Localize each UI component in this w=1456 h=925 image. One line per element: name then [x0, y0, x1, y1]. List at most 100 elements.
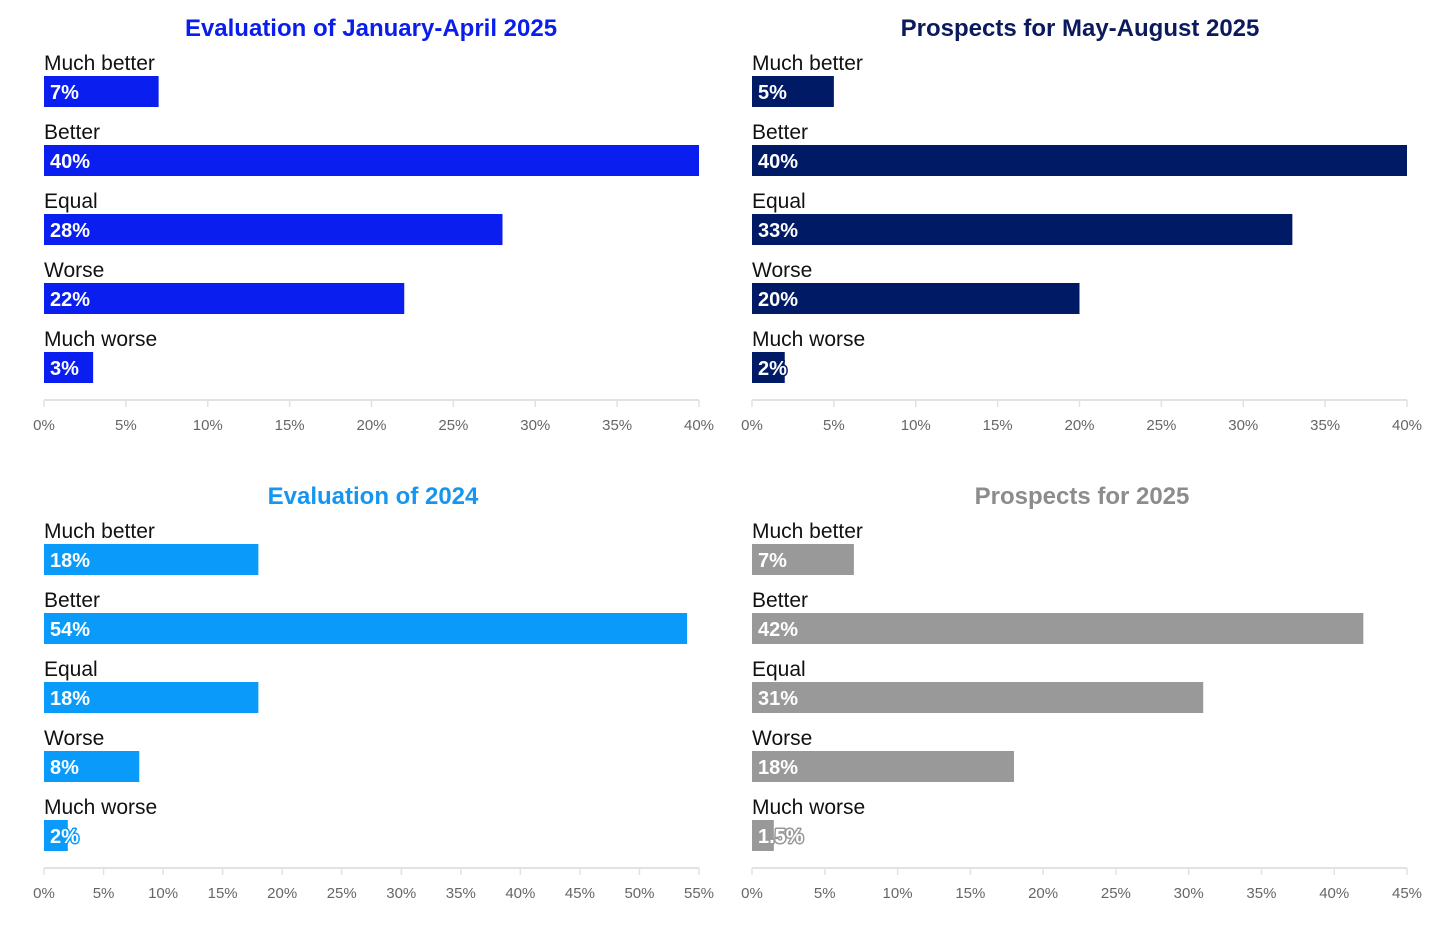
- chart-title: Prospects for May-August 2025: [901, 15, 1260, 42]
- value-label-worse: 18%: [758, 757, 798, 779]
- x-tick-label: 40%: [1319, 885, 1349, 902]
- category-label-much-better: Much better: [752, 520, 863, 543]
- category-label-worse: Worse: [752, 259, 812, 282]
- bar-worse: [752, 283, 1080, 314]
- value-label-better: 40%: [758, 151, 798, 173]
- value-label-equal: 31%: [758, 688, 798, 710]
- chart-title: Prospects for 2025: [975, 483, 1190, 510]
- value-label-worse: 8%: [50, 757, 79, 779]
- x-tick-label: 10%: [148, 885, 178, 902]
- category-label-much-better: Much better: [44, 52, 155, 75]
- bar-worse: [752, 751, 1014, 782]
- value-label-much-better: 7%: [50, 82, 79, 104]
- value-label-better: 40%: [50, 151, 90, 173]
- x-tick-label: 30%: [1174, 885, 1204, 902]
- x-tick-label: 20%: [1028, 885, 1058, 902]
- x-tick-label: 10%: [193, 417, 223, 434]
- x-tick-label: 10%: [883, 885, 913, 902]
- x-tick-label: 5%: [823, 417, 845, 434]
- x-tick-label: 5%: [93, 885, 115, 902]
- value-label-better: 54%: [50, 619, 90, 641]
- category-label-equal: Equal: [44, 190, 98, 213]
- category-label-much-worse: Much worse: [44, 328, 157, 351]
- x-tick-label: 25%: [438, 417, 468, 434]
- x-tick-label: 5%: [115, 417, 137, 434]
- x-tick-label: 40%: [1392, 417, 1422, 434]
- value-label-equal: 33%: [758, 220, 798, 242]
- category-label-equal: Equal: [752, 658, 806, 681]
- category-label-equal: Equal: [752, 190, 806, 213]
- x-tick-label: 15%: [955, 885, 985, 902]
- x-tick-label: 45%: [565, 885, 595, 902]
- category-label-much-worse: Much worse: [752, 796, 865, 819]
- x-tick-label: 30%: [1228, 417, 1258, 434]
- category-label-better: Better: [752, 121, 808, 144]
- value-label-much-better: 18%: [50, 550, 90, 572]
- bar-worse: [44, 283, 405, 314]
- x-tick-label: 10%: [901, 417, 931, 434]
- x-tick-label: 0%: [33, 417, 55, 434]
- bar-equal: [44, 214, 503, 245]
- bar-equal: [44, 682, 259, 713]
- x-tick-label: 0%: [33, 885, 55, 902]
- x-tick-label: 15%: [275, 417, 305, 434]
- x-tick-label: 20%: [267, 885, 297, 902]
- chart-evaluation-jan-apr-2025: Evaluation of January-April 2025 Much bet…: [33, 15, 714, 434]
- bar-much-worse: [44, 820, 68, 851]
- category-label-worse: Worse: [44, 259, 104, 282]
- value-label-worse: 20%: [758, 289, 798, 311]
- bar-worse: [44, 751, 140, 782]
- chart-evaluation-2024: Evaluation of 2024 Much better 18% Better 54…: [33, 483, 714, 902]
- bar-much-better: [752, 544, 854, 575]
- bar-much-worse: [752, 820, 774, 851]
- category-label-much-better: Much better: [44, 520, 155, 543]
- bar-much-worse: [44, 352, 94, 383]
- x-tick-label: 20%: [1064, 417, 1094, 434]
- chart-prospects-2025: Prospects for 2025 Much better 7% Better 42%…: [741, 483, 1422, 902]
- x-tick-label: 0%: [741, 417, 763, 434]
- chart-prospects-may-aug-2025: Prospects for May-August 2025 Much better…: [741, 15, 1422, 434]
- x-tick-label: 50%: [624, 885, 654, 902]
- category-label-much-worse: Much worse: [44, 796, 157, 819]
- category-label-better: Better: [44, 121, 100, 144]
- bar-better: [44, 613, 688, 644]
- category-label-better: Better: [752, 589, 808, 612]
- x-tick-label: 35%: [602, 417, 632, 434]
- category-label-worse: Worse: [44, 727, 104, 750]
- x-tick-label: 40%: [505, 885, 535, 902]
- x-tick-label: 25%: [1146, 417, 1176, 434]
- bar-much-better: [44, 544, 259, 575]
- x-tick-label: 30%: [386, 885, 416, 902]
- value-label-equal: 18%: [50, 688, 90, 710]
- x-tick-label: 0%: [741, 885, 763, 902]
- x-tick-label: 30%: [520, 417, 550, 434]
- x-tick-label: 45%: [1392, 885, 1422, 902]
- bar-better: [752, 145, 1407, 176]
- value-label-equal: 28%: [50, 220, 90, 242]
- x-tick-label: 35%: [446, 885, 476, 902]
- bar-much-worse: [752, 352, 785, 383]
- value-label-much-worse: 2%: [758, 358, 787, 380]
- x-tick-label: 15%: [983, 417, 1013, 434]
- x-tick-label: 25%: [327, 885, 357, 902]
- category-label-better: Better: [44, 589, 100, 612]
- value-label-worse: 22%: [50, 289, 90, 311]
- x-tick-label: 5%: [814, 885, 836, 902]
- value-label-much-worse: 3%: [50, 358, 79, 380]
- bar-better: [44, 145, 699, 176]
- bar-much-better: [752, 76, 834, 107]
- value-label-better: 42%: [758, 619, 798, 641]
- category-label-worse: Worse: [752, 727, 812, 750]
- bar-equal: [752, 214, 1293, 245]
- bar-better: [752, 613, 1364, 644]
- value-label-much-better: 7%: [758, 550, 787, 572]
- value-label-much-better: 5%: [758, 82, 787, 104]
- x-tick-label: 35%: [1310, 417, 1340, 434]
- value-label-much-worse: 2%: [50, 826, 79, 848]
- x-tick-label: 40%: [684, 417, 714, 434]
- category-label-much-worse: Much worse: [752, 328, 865, 351]
- x-tick-label: 25%: [1101, 885, 1131, 902]
- bar-equal: [752, 682, 1204, 713]
- bar-much-better: [44, 76, 159, 107]
